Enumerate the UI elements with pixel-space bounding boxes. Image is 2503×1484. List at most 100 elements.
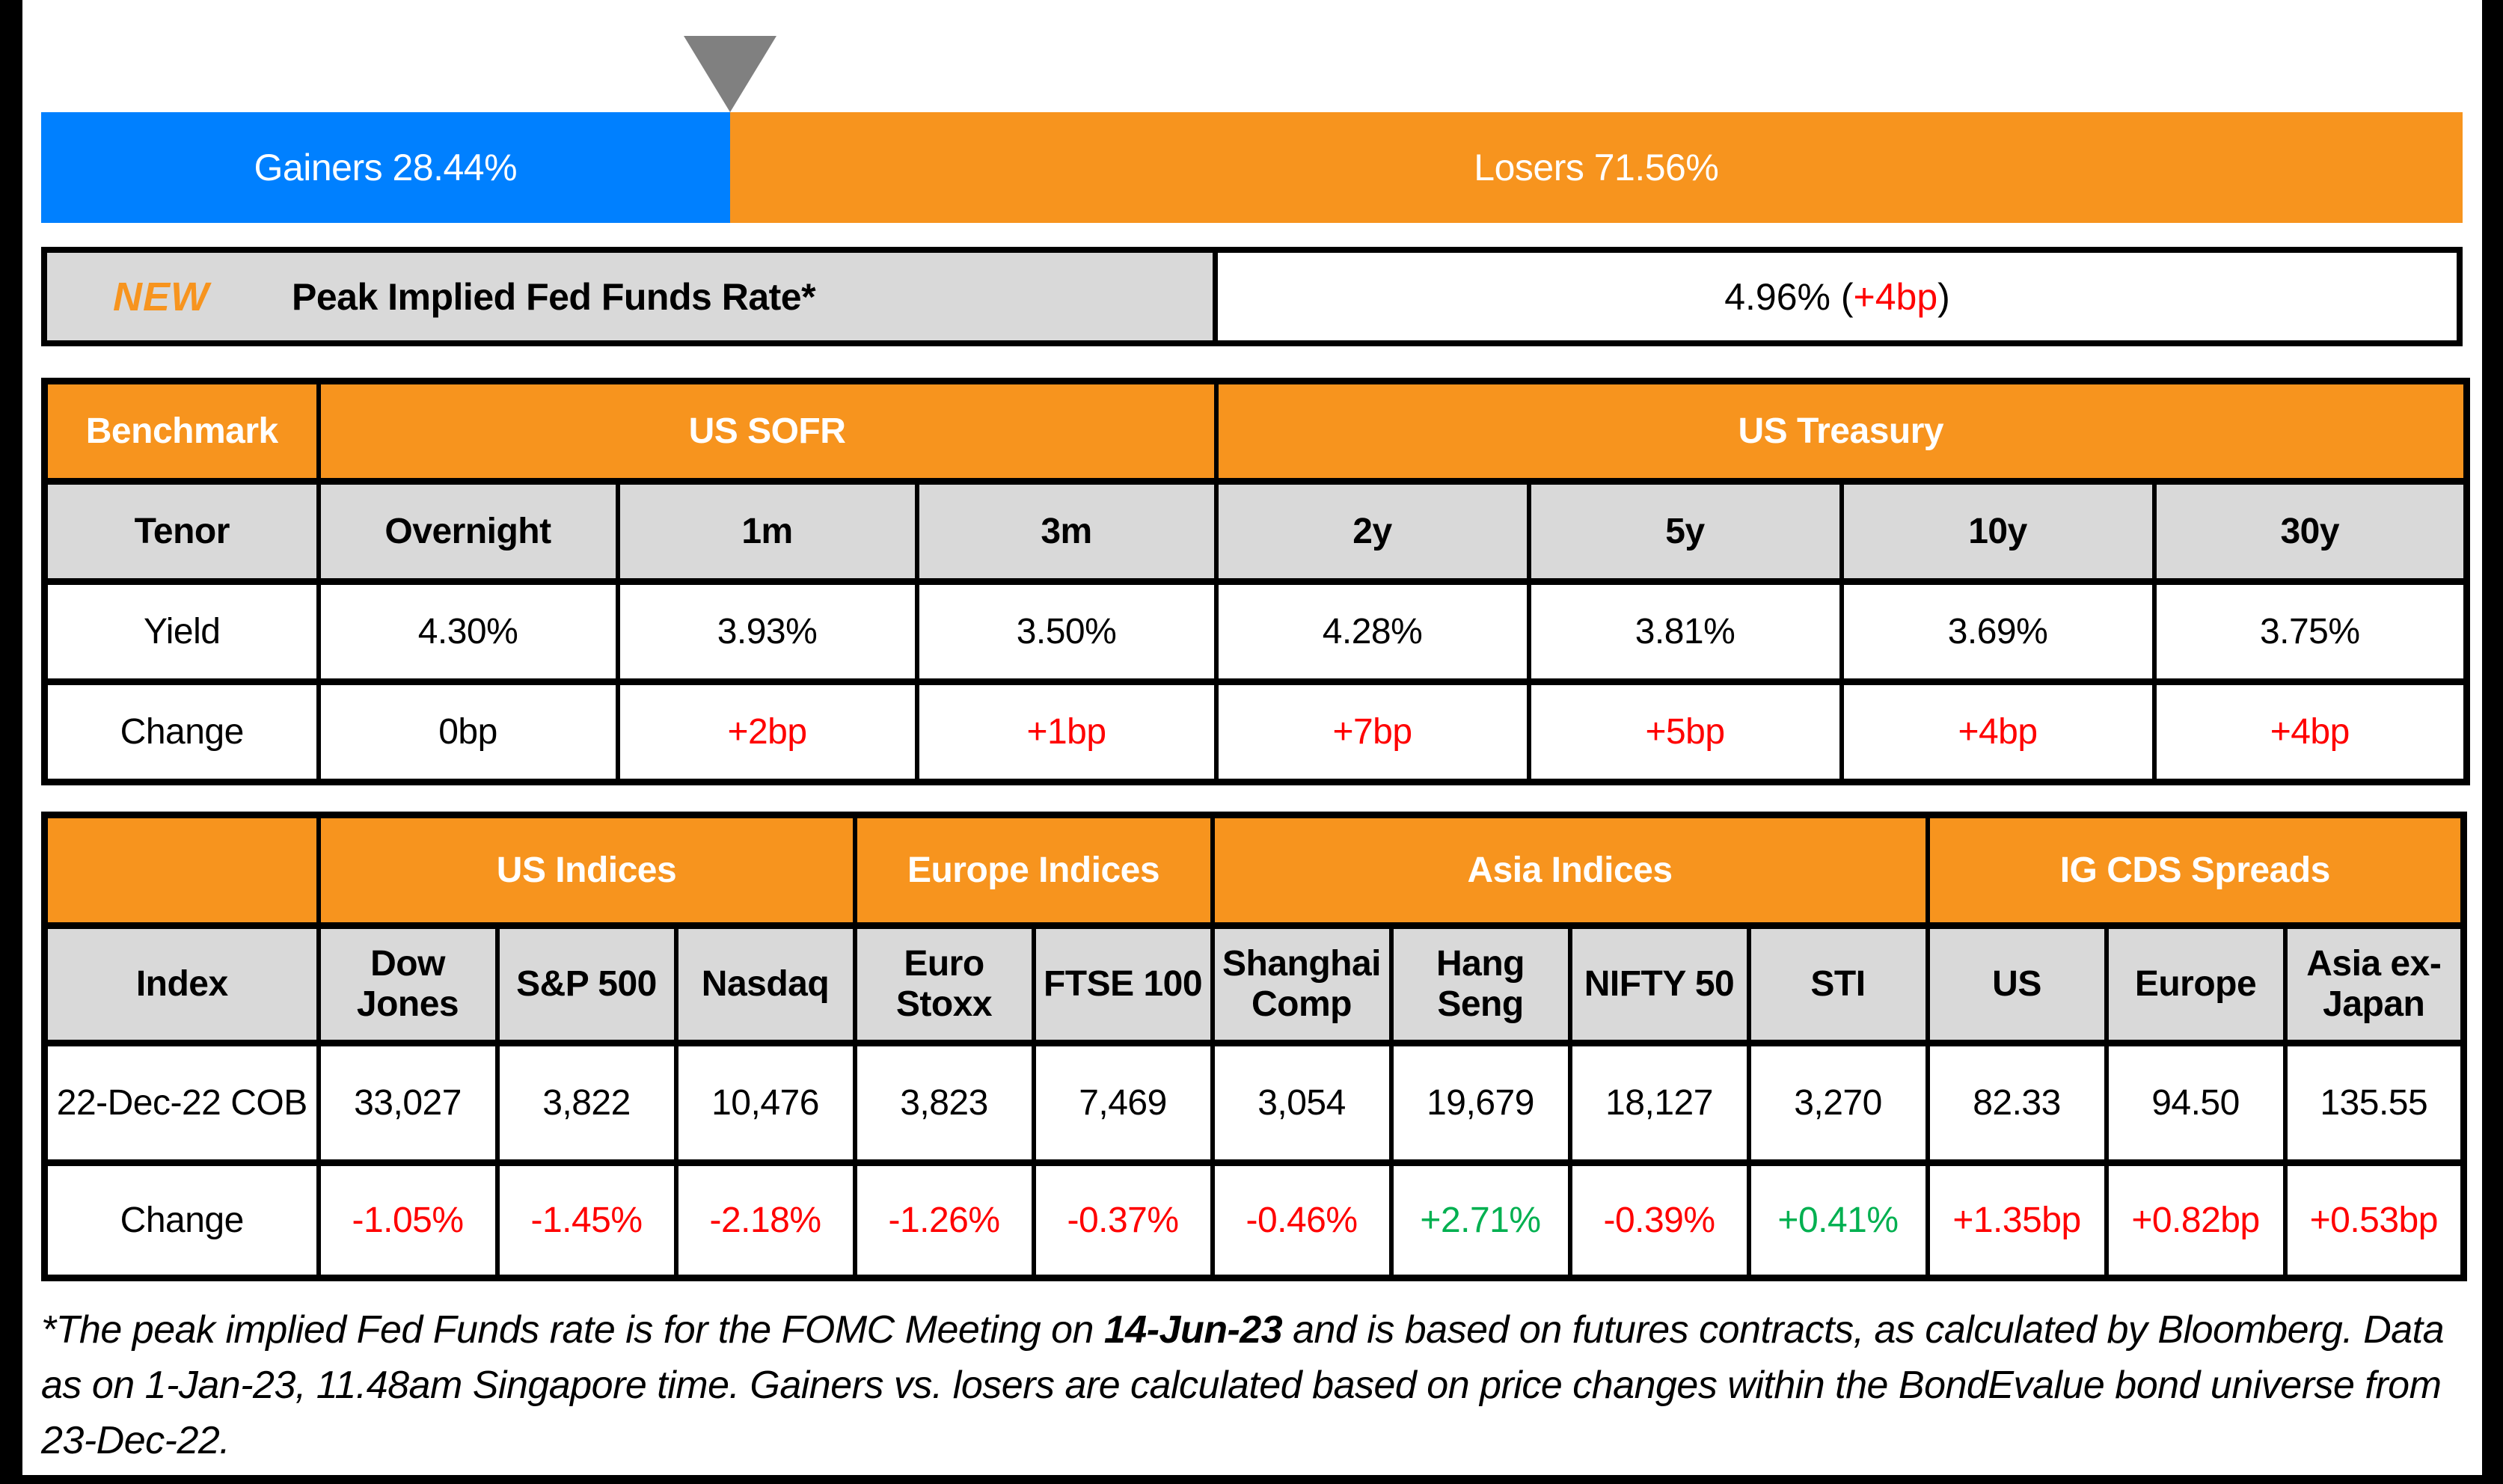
yield-1m: 3.93% [615, 578, 919, 685]
index-header-ftse-100: FTSE 100 [1031, 922, 1215, 1046]
index-header-cds-europe: Europe [2104, 922, 2288, 1046]
peak-rate-change: +4bp [1853, 275, 1938, 318]
tenor-3m: 3m [914, 478, 1219, 585]
indices-group-header-row: US Indices Europe Indices Asia Indices I… [42, 812, 2466, 929]
yield-overnight: 4.30% [316, 578, 620, 685]
change-cds-asia-ex-japan: +0.53bp [2282, 1159, 2466, 1281]
index-header-sti: STI [1746, 922, 1930, 1046]
value-cds-asia-ex-japan: 135.55 [2282, 1040, 2466, 1166]
indices-change-row: Change -1.05% -1.45% -2.18% -1.26% -0.37… [42, 1159, 2466, 1281]
change-shanghai-comp: -0.46% [1210, 1159, 1394, 1281]
row-header-indices-change: Change [42, 1159, 321, 1281]
value-hang-seng: 19,679 [1388, 1040, 1572, 1166]
indices-name-row: Index Dow Jones S&P 500 Nasdaq Euro Stox… [42, 922, 2466, 1046]
group-header-ig-cds-spreads: IG CDS Spreads [1925, 812, 2466, 929]
group-header-europe-indices: Europe Indices [852, 812, 1215, 929]
group-header-asia-indices: Asia Indices [1210, 812, 1930, 929]
gainers-losers-marker-track [41, 36, 2463, 112]
row-header-yield: Yield [42, 578, 321, 685]
tenor-overnight: Overnight [316, 478, 620, 585]
value-dow-jones: 33,027 [316, 1040, 500, 1166]
indices-corner-header [42, 812, 321, 929]
gainers-label: Gainers 28.44% [254, 147, 518, 188]
value-sp500: 3,822 [494, 1040, 678, 1166]
row-header-index: Index [42, 922, 321, 1046]
change-overnight: 0bp [316, 678, 620, 785]
change-cds-us: +1.35bp [1925, 1159, 2109, 1281]
group-header-us-indices: US Indices [316, 812, 857, 929]
change-sti: +0.41% [1746, 1159, 1930, 1281]
tenor-30y: 30y [2151, 478, 2469, 585]
index-header-nasdaq: Nasdaq [673, 922, 857, 1046]
divider-triangle-icon [683, 36, 776, 112]
yield-10y: 3.69% [1839, 578, 2157, 685]
row-header-change: Change [42, 678, 321, 785]
indices-table: US Indices Europe Indices Asia Indices I… [41, 812, 2468, 1281]
change-hang-seng: +2.71% [1388, 1159, 1572, 1281]
new-badge: NEW [113, 274, 209, 319]
value-sti: 3,270 [1746, 1040, 1930, 1166]
benchmark-corner-header: Benchmark [42, 378, 321, 485]
footnote-fomc-date: 14-Jun-23 [1103, 1308, 1283, 1352]
benchmark-yield-row: Yield 4.30% 3.93% 3.50% 4.28% 3.81% 3.69… [42, 578, 2469, 685]
indices-value-row: 22-Dec-22 COB 33,027 3,822 10,476 3,823 … [42, 1040, 2466, 1166]
change-ftse-100: -0.37% [1031, 1159, 1215, 1281]
value-cds-europe: 94.50 [2104, 1040, 2288, 1166]
change-sp500: -1.45% [494, 1159, 678, 1281]
yield-30y: 3.75% [2151, 578, 2469, 685]
yield-5y: 3.81% [1526, 578, 1844, 685]
value-nasdaq: 10,476 [673, 1040, 857, 1166]
yield-3m: 3.50% [914, 578, 1219, 685]
change-30y: +4bp [2151, 678, 2469, 785]
group-header-us-sofr: US SOFR [316, 378, 1219, 485]
losers-bar-segment: Losers 71.56% [729, 112, 2463, 223]
row-header-tenor: Tenor [42, 478, 321, 585]
index-header-shanghai-comp: Shanghai Comp [1210, 922, 1394, 1046]
value-ftse-100: 7,469 [1031, 1040, 1215, 1166]
index-header-cds-us: US [1925, 922, 2109, 1046]
frame-bottom-band [0, 1475, 2503, 1484]
change-nifty-50: -0.39% [1567, 1159, 1751, 1281]
value-euro-stoxx: 3,823 [852, 1040, 1036, 1166]
peak-rate-label: Peak Implied Fed Funds Rate* [291, 275, 816, 318]
tenor-2y: 2y [1213, 478, 1531, 585]
tenor-1m: 1m [615, 478, 919, 585]
change-1m: +2bp [615, 678, 919, 785]
benchmark-group-header-row: Benchmark US SOFR US Treasury [42, 378, 2469, 485]
change-3m: +1bp [914, 678, 1219, 785]
index-header-cds-asia-ex-japan: Asia ex-Japan [2282, 922, 2466, 1046]
gainers-losers-bar: Gainers 28.44% Losers 71.56% [41, 112, 2463, 223]
benchmark-table: Benchmark US SOFR US Treasury Tenor Over… [41, 378, 2471, 785]
peak-rate-value: 4.96% ( [1724, 275, 1854, 318]
change-euro-stoxx: -1.26% [852, 1159, 1036, 1281]
index-header-nifty-50: NIFTY 50 [1567, 922, 1751, 1046]
change-10y: +4bp [1839, 678, 2157, 785]
index-header-euro-stoxx: Euro Stoxx [852, 922, 1036, 1046]
change-2y: +7bp [1213, 678, 1531, 785]
frame-left-band [0, 0, 22, 1484]
group-header-us-treasury: US Treasury [1213, 378, 2469, 485]
peak-rate-value-cell: 4.96% (+4bp) [1218, 253, 2457, 340]
change-nasdaq: -2.18% [673, 1159, 857, 1281]
value-cds-us: 82.33 [1925, 1040, 2109, 1166]
row-header-date: 22-Dec-22 COB [42, 1040, 321, 1166]
footnote-part1: *The peak implied Fed Funds rate is for … [41, 1308, 1104, 1352]
change-5y: +5bp [1526, 678, 1844, 785]
frame-right-band [2482, 0, 2503, 1484]
benchmark-change-row: Change 0bp +2bp +1bp +7bp +5bp +4bp +4bp [42, 678, 2469, 785]
index-header-dow-jones: Dow Jones [316, 922, 500, 1046]
index-header-sp500: S&P 500 [494, 922, 678, 1046]
peak-fed-funds-row: NEW Peak Implied Fed Funds Rate* 4.96% (… [41, 247, 2463, 346]
peak-fed-funds-label-cell: NEW Peak Implied Fed Funds Rate* [47, 253, 1218, 340]
tenor-10y: 10y [1839, 478, 2157, 585]
peak-rate-close-paren: ) [1937, 275, 1950, 318]
yield-2y: 4.28% [1213, 578, 1531, 685]
value-nifty-50: 18,127 [1567, 1040, 1751, 1166]
footnote-part2: and is based on futures contracts, as ca… [41, 1308, 2445, 1462]
value-shanghai-comp: 3,054 [1210, 1040, 1394, 1166]
footnote: *The peak implied Fed Funds rate is for … [41, 1303, 2465, 1468]
gainers-bar-segment: Gainers 28.44% [41, 112, 730, 223]
losers-label: Losers 71.56% [1474, 147, 1719, 188]
change-dow-jones: -1.05% [316, 1159, 500, 1281]
